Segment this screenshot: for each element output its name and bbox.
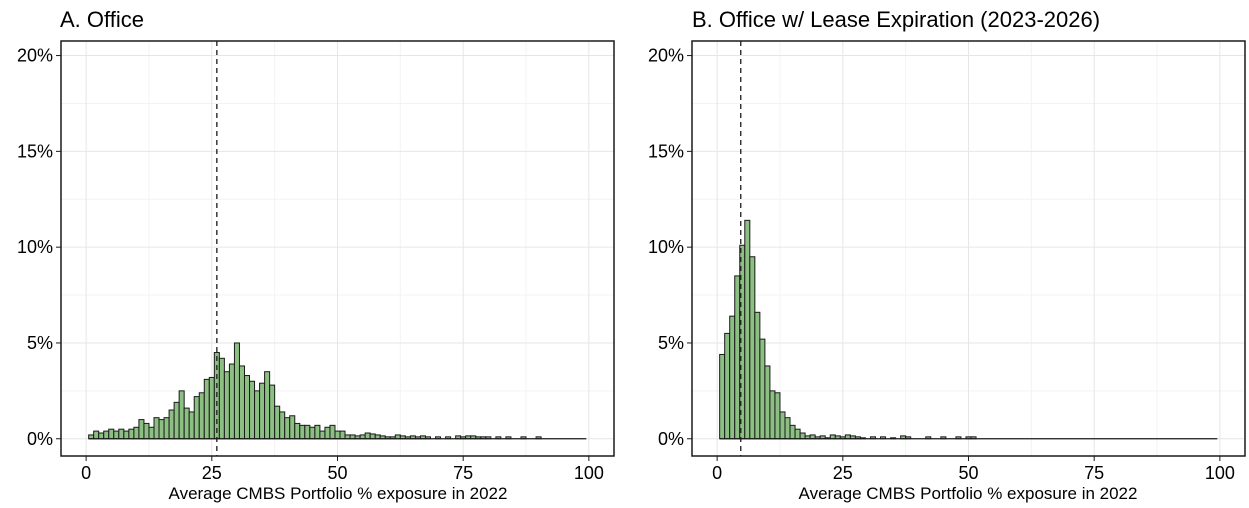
panel-b-histogram-bar — [789, 424, 796, 440]
panel-a-x-tick-label: 0 — [81, 463, 91, 483]
panel-b-histogram-bar — [724, 332, 731, 440]
panel-b-y-tick-label: 15% — [648, 141, 684, 161]
panel-a-histogram-bar — [178, 390, 185, 440]
panel-a-histogram-bar — [108, 428, 115, 440]
panel-a-histogram-bar — [274, 405, 281, 440]
panel-a-histogram-bar — [324, 426, 331, 440]
panel-a-histogram-bar — [329, 424, 336, 440]
panel-a-histogram-bar — [158, 419, 165, 440]
panel-a-x-tick-label: 50 — [327, 463, 347, 483]
panel-b-histogram-bar — [794, 428, 801, 440]
panel-b-histogram-bar — [749, 256, 756, 440]
panel-a-histogram-bar — [269, 384, 276, 440]
panel-a-histogram-bar — [128, 428, 135, 440]
panel-b-histogram-bar — [754, 311, 761, 440]
panel-a-histogram-bar — [138, 419, 145, 440]
panel-a-histogram-bar — [218, 357, 225, 440]
panel-a-histogram-bar — [364, 432, 371, 440]
panel-b-histogram-bar — [759, 338, 766, 440]
panel-b-y-tick-label: 20% — [648, 46, 684, 66]
panel-a-histogram-bar — [208, 376, 215, 440]
panel-a-histogram-bar — [203, 378, 210, 440]
panel-b-histogram-bar — [734, 275, 741, 440]
panel-b-title: B. Office w/ Lease Expiration (2023-2026… — [692, 7, 1100, 32]
panel-a-x-tick-label: 25 — [202, 463, 222, 483]
panel-b-x-tick-label: 25 — [833, 463, 853, 483]
panel-a-histogram-bar — [319, 430, 326, 440]
panel-a-histogram-bar — [183, 407, 190, 440]
panel-b-x-tick-label: 75 — [1084, 463, 1104, 483]
panel-a-x-tick-label: 100 — [574, 463, 604, 483]
panel-b-histogram-bar — [769, 390, 776, 440]
panel-a-title: A. Office — [60, 7, 144, 32]
panel-a-histogram-bar — [148, 426, 155, 440]
panel-a-histogram-bar — [193, 396, 200, 440]
panel-a-histogram-bar — [163, 417, 170, 440]
panel-a-histogram-bar — [254, 390, 261, 440]
panel-b-histogram-bar — [744, 219, 751, 440]
panel-a-histogram-bar — [334, 430, 341, 440]
panel-b-histogram-bar — [719, 353, 726, 440]
panel-b-histogram-bar — [729, 315, 736, 440]
panel-a-y-tick-label: 15% — [17, 141, 53, 161]
panel-a-histogram-bar — [339, 430, 346, 440]
panel-a-histogram-bar — [279, 411, 286, 440]
panel-a-y-tick-label: 20% — [17, 46, 53, 66]
panel-a-histogram-bar — [123, 430, 130, 440]
panel-a-histogram-bar — [249, 380, 256, 440]
panel-a-histogram-bar — [304, 424, 311, 440]
panel-a-histogram-bar — [238, 365, 245, 440]
panel-a-histogram-bar — [223, 371, 230, 440]
panel-b-x-tick-label: 50 — [958, 463, 978, 483]
panel-a: A. Office 0 25 50 75 100 0% 5% 10% 15% 20% Averag… — [17, 7, 615, 503]
panel-a-histogram-bar — [173, 401, 180, 440]
panel-a-histogram-bar — [118, 428, 125, 440]
panel-b-histogram-bar — [779, 411, 786, 440]
panel-a-histogram-bar — [133, 426, 140, 440]
panel-a-histogram-bar — [264, 371, 271, 440]
panel-a-plot: 0 25 50 75 100 0% 5% 10% 15% 20% — [17, 40, 615, 483]
panel-b-y-tick-label: 10% — [648, 237, 684, 257]
panel-a-histogram-bar — [369, 433, 376, 440]
panel-a-histogram-bar — [198, 392, 205, 440]
panel-b-x-tick-label: 0 — [712, 463, 722, 483]
panel-a-histogram-bar — [168, 409, 175, 440]
panel-a-histogram-bar — [233, 342, 240, 440]
panel-a-histogram-bar — [228, 363, 235, 440]
panel-a-histogram-bar — [294, 422, 301, 440]
panel-b-histogram-bar — [799, 432, 806, 440]
panel-b-histogram-bar — [784, 417, 791, 440]
panel-a-x-axis-title: Average CMBS Portfolio % exposure in 202… — [169, 484, 508, 503]
panel-b-y-tick-label: 0% — [658, 429, 684, 449]
panel-a-histogram-bar — [299, 424, 306, 440]
panel-a-y-tick-label: 0% — [27, 429, 53, 449]
panel-b-histogram-bar — [774, 392, 781, 440]
panel-b-y-tick-label: 5% — [658, 333, 684, 353]
panel-b-histogram-bar — [764, 365, 771, 440]
panel-a-histogram-bar — [289, 415, 296, 440]
panel-b-x-axis-title: Average CMBS Portfolio % exposure in 202… — [799, 484, 1138, 503]
panel-a-histogram-bar — [93, 430, 100, 440]
panel-a-histogram-bar — [259, 382, 266, 440]
panel-a-histogram-bar — [314, 424, 321, 440]
panel-a-x-tick-label: 75 — [453, 463, 473, 483]
panel-a-y-tick-label: 5% — [27, 333, 53, 353]
panel-a-histogram-bar — [113, 430, 120, 440]
panel-b-plot: 0 25 50 75 100 0% 5% 10% 15% 20% — [648, 40, 1246, 483]
panel-a-histogram-bar — [284, 417, 291, 440]
panel-a-histogram-bar — [243, 375, 251, 440]
panel-a-histogram-bar — [153, 417, 160, 440]
panel-a-histogram-bar — [309, 426, 316, 440]
panel-a-histogram-bar — [103, 430, 110, 440]
panel-b: B. Office w/ Lease Expiration (2023-2026… — [648, 7, 1246, 503]
panel-b-x-tick-label: 100 — [1205, 463, 1235, 483]
panel-a-histogram-bar — [98, 432, 105, 440]
panel-a-histogram-bar — [143, 422, 150, 440]
panel-a-y-tick-label: 10% — [17, 237, 53, 257]
panel-a-histogram-bar — [188, 411, 195, 440]
